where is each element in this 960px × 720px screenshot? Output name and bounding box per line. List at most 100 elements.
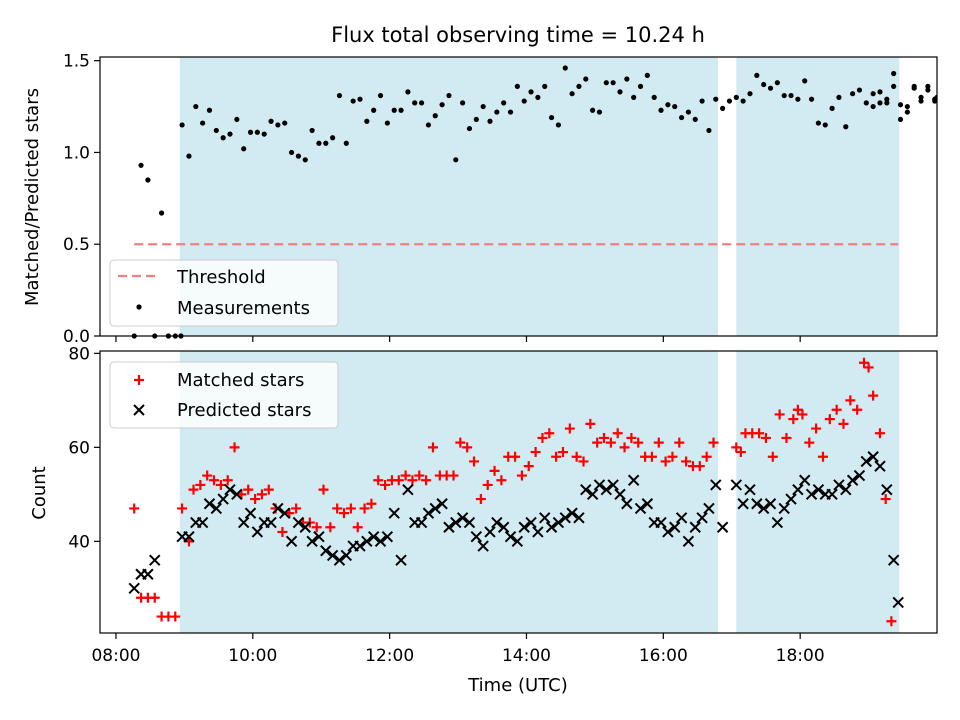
matched-star-point <box>209 475 220 486</box>
measurement-point <box>658 107 664 113</box>
top-ylabel: Matched/Predicted stars <box>22 88 43 306</box>
measurement-point <box>863 100 869 106</box>
chart-title: Flux total observing time = 10.24 h <box>331 23 705 47</box>
measurement-point <box>925 87 931 93</box>
measurement-point <box>453 157 459 163</box>
predicted-star-point <box>586 488 599 501</box>
matched-star-point <box>256 489 267 500</box>
predicted-star-point <box>367 530 380 543</box>
measurement-point <box>145 177 151 183</box>
predicted-star-point <box>696 512 708 524</box>
measurement-point <box>391 107 397 113</box>
measurement-point <box>583 76 589 82</box>
matched-star-point <box>788 414 799 425</box>
matched-stars-series <box>129 357 897 627</box>
measurement-point <box>685 109 692 115</box>
measurement-point <box>295 153 302 159</box>
matched-star-point <box>859 357 870 368</box>
matched-star-point <box>510 451 521 462</box>
legend-matched-swatch <box>134 375 144 385</box>
measurement-point <box>131 333 137 339</box>
matched-star-point <box>868 390 879 401</box>
measurement-point <box>808 96 815 102</box>
matched-star-point <box>345 503 356 514</box>
predicted-star-point <box>826 488 838 501</box>
measurement-point <box>733 94 739 100</box>
matched-star-point <box>489 465 500 476</box>
measurement-point <box>603 80 609 86</box>
predicted-star-point <box>443 521 455 533</box>
matched-star-point <box>605 437 616 448</box>
measurement-point <box>637 83 644 89</box>
measurement-point <box>815 120 822 126</box>
predicted-star-point <box>539 512 551 524</box>
matched-star-point <box>170 611 181 622</box>
matched-star-point <box>708 437 719 448</box>
predicted-star-point <box>757 502 770 515</box>
measurement-point <box>357 96 363 102</box>
predicted-star-point <box>402 483 414 496</box>
measurement-point <box>802 78 808 84</box>
matched-star-point <box>578 456 589 467</box>
measurement-point <box>288 149 295 156</box>
measurement-point <box>911 85 917 91</box>
matched-star-point <box>874 428 885 439</box>
measurement-point <box>850 91 856 97</box>
predicted-star-point <box>285 535 298 548</box>
matched-star-point <box>660 456 671 467</box>
predicted-star-point <box>764 498 777 510</box>
matched-star-point <box>557 447 568 458</box>
predicted-star-point <box>395 554 407 566</box>
predicted-star-point <box>149 554 161 566</box>
predicted-star-point <box>210 502 223 515</box>
measurement-point <box>651 94 657 100</box>
matched-star-point <box>352 522 363 533</box>
predicted-star-point <box>429 502 441 515</box>
predicted-star-point <box>203 498 216 510</box>
measurement-point <box>747 91 753 97</box>
bottom-legend: Matched stars Predicted stars <box>109 361 339 429</box>
predicted-star-point <box>545 521 558 533</box>
legend-threshold-label: Threshold <box>176 267 266 288</box>
matched-star-point <box>496 475 507 486</box>
bottom-xlabel: Time (UTC) <box>467 675 568 696</box>
measurement-point <box>672 103 678 110</box>
matched-star-point <box>653 437 664 448</box>
matched-star-point <box>681 456 692 467</box>
predicted-star-point <box>559 512 571 524</box>
predicted-star-point <box>477 540 489 552</box>
matched-star-point <box>599 432 610 443</box>
measurement-point <box>781 92 787 99</box>
measurement-point <box>918 94 924 100</box>
predicted-star-point <box>504 530 517 543</box>
matched-star-point <box>393 475 404 486</box>
matched-star-point <box>767 451 778 462</box>
measurement-point <box>200 120 206 126</box>
measurement-point <box>268 118 274 124</box>
matched-star-point <box>414 470 425 481</box>
legend-predicted-label: Predicted stars <box>177 400 311 421</box>
matched-star-point <box>564 423 575 434</box>
predicted-star-point <box>627 474 640 486</box>
measurement-point <box>644 72 650 78</box>
measurement-point <box>692 116 698 123</box>
measurement-point <box>206 107 213 113</box>
measurement-point <box>843 124 849 130</box>
measurement-point <box>904 109 910 115</box>
measurement-point <box>487 118 493 124</box>
matched-star-point <box>731 442 742 453</box>
predicted-star-point <box>634 502 647 515</box>
predicted-star-point <box>655 516 667 529</box>
measurement-point <box>542 83 548 89</box>
predicted-star-point <box>244 507 257 519</box>
measurement-point <box>172 333 178 339</box>
measurement-point <box>934 94 937 100</box>
measurement-point <box>877 100 883 106</box>
matched-star-point <box>462 442 473 453</box>
measurement-point <box>460 100 466 106</box>
y-tick-label: 0.5 <box>63 235 90 255</box>
predicted-star-point <box>710 479 722 491</box>
matched-star-point <box>781 432 792 443</box>
matched-star-point <box>551 451 562 462</box>
